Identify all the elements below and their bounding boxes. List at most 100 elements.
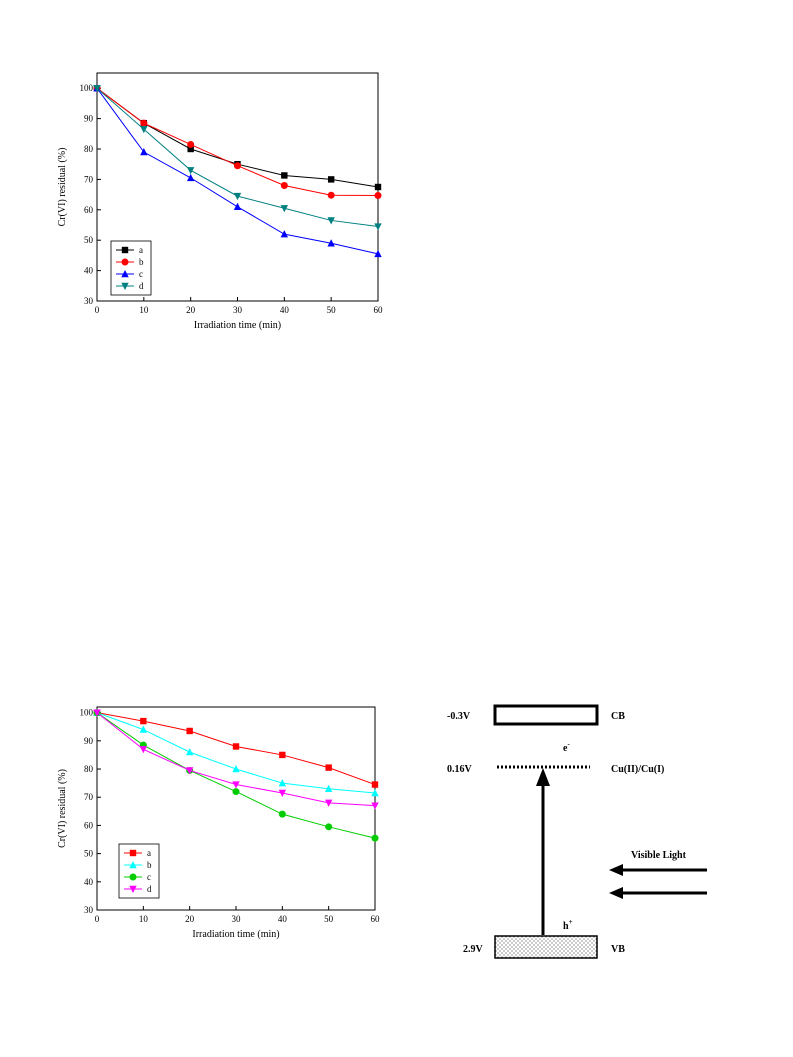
x-tick-label: 30	[232, 914, 242, 924]
hole-label: h+	[563, 918, 573, 932]
y-tick-label: 30	[84, 296, 94, 306]
data-point-a	[374, 183, 382, 191]
y-tick-label: 40	[84, 877, 94, 887]
y-tick-label: 90	[84, 736, 94, 746]
data-point-b	[280, 181, 288, 189]
series-line-b	[96, 712, 376, 794]
x-tick-label: 60	[371, 914, 381, 924]
x-tick-label: 20	[185, 914, 195, 924]
legend-label-c: c	[139, 269, 143, 279]
data-point-c	[278, 810, 286, 818]
data-point-a	[279, 751, 286, 759]
legend-box	[118, 843, 160, 899]
x-tick-label: 0	[95, 305, 100, 315]
y-tick-label: 100	[80, 708, 94, 718]
data-point-d	[93, 709, 101, 717]
data-point-b	[324, 784, 333, 792]
y-tick-label: 80	[84, 764, 94, 774]
data-point-d	[185, 767, 194, 775]
legend-marker-a	[129, 849, 137, 857]
series-b	[93, 708, 379, 797]
legend-box	[110, 240, 152, 296]
data-point-c	[325, 823, 333, 831]
data-point-b	[374, 192, 382, 200]
chart-bottom-svg: 0 10 20 30 40 50 60 30 40 50 60 70 80 90 100 Irradiatio…	[57, 706, 381, 940]
y-tick-label: 70	[84, 792, 94, 802]
cu-potential: 0.16V	[447, 764, 473, 775]
band-diagram: -0.3V CB 0.16V Cu(II)/Cu(I) e- h+ 2.9V V…	[435, 690, 735, 990]
legend-label-b: b	[139, 257, 144, 267]
legend-label-a: a	[139, 245, 143, 255]
x-tick-label: 60	[374, 305, 384, 315]
electron-label: e-	[563, 740, 570, 754]
y-tick-label: 50	[84, 235, 94, 245]
cu-label: Cu(II)/Cu(I)	[611, 764, 664, 775]
legend-label-d: d	[147, 884, 152, 894]
data-point-a	[281, 172, 288, 179]
data-point-b	[140, 119, 148, 127]
band-diagram-svg: -0.3V CB 0.16V Cu(II)/Cu(I) e- h+ 2.9V V…	[447, 704, 707, 959]
data-point-d	[186, 167, 195, 175]
legend-marker-b	[121, 258, 129, 266]
data-point-d	[93, 85, 101, 93]
chart-top-svg: 0 10 20 30 40 50 60 30 40 50 60 70 80 90 100 Irradiatio…	[57, 72, 384, 331]
cb-label: CB	[611, 711, 625, 722]
y-tick-label: 100	[80, 83, 94, 93]
legend-marker-d	[129, 885, 137, 893]
legend-marker-c	[121, 270, 129, 278]
series-line-a	[96, 87, 379, 188]
series-line-b	[96, 87, 379, 197]
data-point-d	[324, 799, 333, 807]
data-point-a	[327, 176, 335, 183]
x-tick-label: 40	[278, 914, 288, 924]
light-arrowhead-2	[609, 887, 623, 899]
data-point-d	[278, 789, 287, 797]
light-arrowhead-1	[609, 864, 623, 876]
x-tick-label: 20	[186, 305, 196, 315]
legend-label-c: c	[147, 872, 151, 882]
legend-marker-c	[129, 873, 137, 881]
data-point-b	[185, 748, 194, 756]
x-tick-label: 10	[139, 914, 149, 924]
data-point-c	[327, 239, 335, 247]
legend-label-d: d	[139, 281, 144, 291]
y-tick-label: 60	[84, 820, 94, 830]
data-point-b	[187, 140, 195, 148]
data-point-d	[280, 205, 289, 213]
x-axis-label: Irradiation time (min)	[194, 320, 281, 331]
y-tick-label: 30	[84, 905, 94, 915]
data-point-b	[139, 725, 148, 733]
x-tick-label: 40	[280, 305, 290, 315]
vb-potential: 2.9V	[463, 944, 484, 955]
data-point-b	[232, 765, 240, 773]
y-tick-label: 40	[84, 266, 94, 276]
series-a	[93, 709, 379, 788]
x-tick-label: 0	[95, 914, 100, 924]
chart-top: 0 10 20 30 40 50 60 30 40 50 60 70 80 90 100 Irradiatio…	[55, 65, 395, 345]
excitation-arrowhead	[536, 768, 550, 786]
data-point-a	[186, 727, 193, 735]
data-point-b	[278, 779, 287, 787]
data-point-a	[325, 764, 332, 771]
data-point-b	[371, 788, 379, 797]
data-point-d	[327, 217, 335, 225]
y-axis-label: Cr(VI) residual (%)	[57, 148, 68, 227]
x-tick-label: 10	[139, 305, 149, 315]
chart-bottom: 0 10 20 30 40 50 60 30 40 50 60 70 80 90 100 Irradiatio…	[55, 700, 395, 960]
data-point-c	[140, 148, 148, 156]
data-point-c	[233, 202, 242, 210]
x-tick-label: 50	[327, 305, 337, 315]
data-point-a	[232, 743, 240, 750]
series-line-c	[96, 712, 376, 839]
y-tick-label: 50	[84, 849, 94, 859]
series-c	[93, 84, 382, 258]
data-point-c	[374, 249, 382, 258]
data-point-b	[234, 162, 241, 170]
legend-label-b: b	[147, 860, 152, 870]
data-point-c	[186, 173, 195, 182]
data-point-c	[232, 788, 240, 796]
data-point-d	[140, 126, 148, 134]
series-line-c	[96, 87, 379, 255]
series-d	[93, 709, 379, 810]
